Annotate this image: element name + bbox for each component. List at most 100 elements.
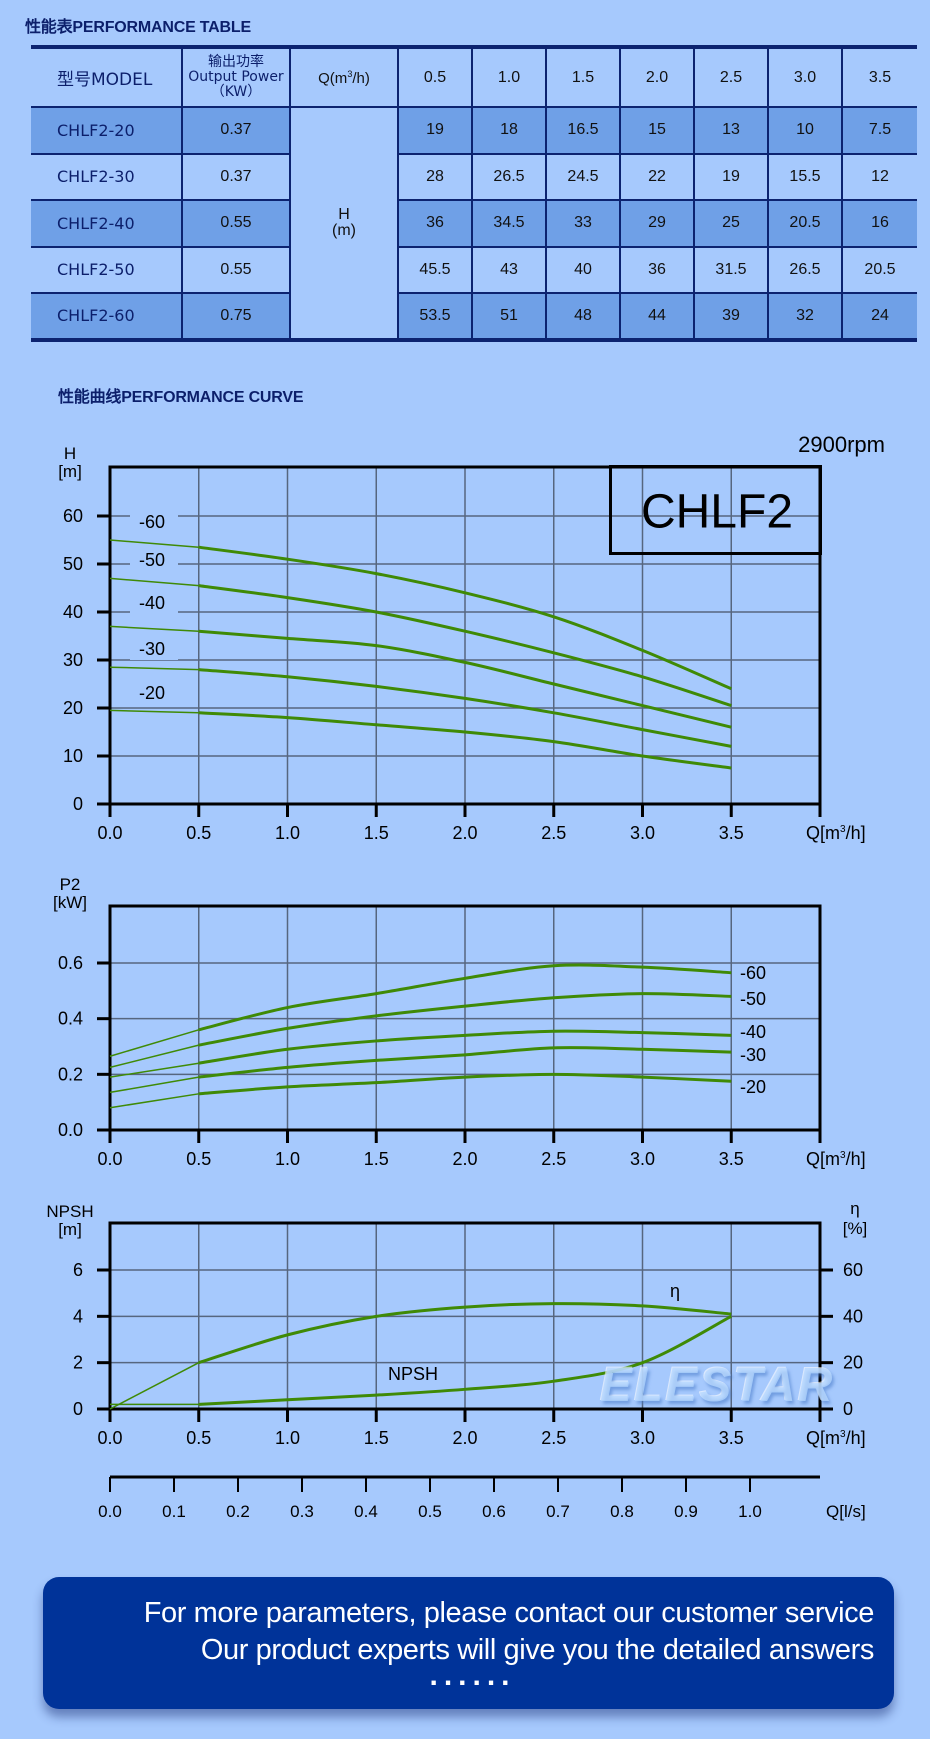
header-flow-value: 2.0: [619, 47, 695, 107]
head-label: H: [338, 205, 350, 223]
series-line--20: [109, 1093, 199, 1109]
head-value: 28: [397, 153, 473, 200]
ls-tick-label: 0.0: [98, 1502, 122, 1521]
header-power-en: Output Power: [188, 69, 284, 85]
ls-tick-label: 0.6: [482, 1502, 506, 1521]
series-label: -50: [740, 989, 766, 1009]
head-value: 51: [471, 293, 547, 340]
series-label: -50: [139, 550, 165, 570]
header-power-cn: 输出功率: [208, 54, 264, 70]
header-power-unit: （KW）: [210, 84, 262, 100]
series-line--50: [198, 584, 732, 708]
npsh-series-label: NPSH: [388, 1364, 438, 1384]
ls-axis-label: Q[l/s]: [826, 1502, 866, 1521]
head-value: 26.5: [471, 153, 547, 200]
header-output-power: 输出功率 Output Power （KW）: [181, 47, 291, 107]
ls-tick-label: 0.3: [290, 1502, 314, 1521]
y-axis-label: NPSH: [46, 1202, 93, 1221]
x-tick-label: 2.5: [541, 1428, 566, 1448]
y-tick-label: 60: [63, 506, 83, 526]
y-right-axis-unit: [%]: [843, 1219, 868, 1238]
y-tick-label: 0.6: [58, 953, 83, 973]
head-value: 44: [619, 293, 695, 340]
series-line--60: [198, 963, 732, 1032]
x-tick-label: 0.0: [97, 823, 122, 843]
head-value: 26.5: [767, 246, 843, 293]
model-cell: CHLF2-60: [31, 293, 183, 340]
head-value: 24: [841, 293, 917, 340]
x-axis-label: Q[m3/h]: [806, 1149, 866, 1169]
head-value: 15: [619, 107, 695, 154]
ls-tick-label: 0.7: [546, 1502, 570, 1521]
model-box: [609, 465, 822, 555]
head-value: 43: [471, 246, 547, 293]
series-label: -20: [740, 1077, 766, 1097]
head-value: 53.5: [397, 293, 473, 340]
y-tick-label: 10: [63, 746, 83, 766]
head-value: 40: [545, 246, 621, 293]
head-unit: (m): [332, 221, 356, 239]
y-tick-label: 0.0: [58, 1120, 83, 1140]
table-row: CHLF2-50 0.55 45.5 43 40 36 31.5 26.5 20…: [31, 246, 917, 293]
y-axis-unit: [m]: [58, 1220, 82, 1239]
ls-tick-label: 0.8: [610, 1502, 634, 1521]
series-label: -30: [139, 639, 165, 659]
npsh-efficiency-chart: 0 2 4 6 0.0 0.5 1.0 1.5 2.0 2.5 3.0 3.5 Q[m3/h] 0 20 40…: [46, 1199, 867, 1448]
header-flow-q: Q(m3/h): [289, 47, 399, 107]
banner-dots: ......: [429, 1659, 516, 1692]
model-cell: CHLF2-30: [31, 153, 183, 200]
series-label: -20: [139, 683, 165, 703]
x-tick-label: 3.5: [719, 1428, 744, 1448]
x-tick-label: 1.5: [364, 1428, 389, 1448]
performance-table-title: 性能表PERFORMANCE TABLE: [25, 19, 251, 36]
series-label: -60: [139, 512, 165, 532]
series-line--20: [109, 709, 199, 714]
model-cell: CHLF2-20: [31, 107, 183, 154]
series-line--30: [109, 1076, 199, 1094]
series-line-efficiency: [109, 1362, 200, 1410]
model-cell: CHLF2-50: [31, 246, 183, 293]
y-tick-label: 0: [73, 1399, 83, 1419]
x-axis-label: Q[m3/h]: [806, 823, 866, 843]
series-line--20: [198, 1072, 732, 1096]
head-value: 33: [545, 200, 621, 247]
x-tick-label: 1.5: [364, 1149, 389, 1169]
head-value: 12: [841, 153, 917, 200]
series-line--60: [109, 539, 199, 548]
series-line--20: [198, 711, 732, 770]
head-value: 15.5: [767, 153, 843, 200]
y-tick-label: 0.4: [58, 1009, 83, 1029]
x-tick-label: 3.0: [630, 823, 655, 843]
table-row: CHLF2-40 0.55 36 34.5 33 29 25 20.5 16: [31, 200, 917, 247]
y-right-tick-label: 60: [843, 1260, 863, 1280]
head-value: 13: [693, 107, 769, 154]
banner-line-2: Our product experts will give you the de…: [200, 1634, 875, 1666]
power-chart: 0.0 0.2 0.4 0.6 0.0 0.5 1.0 1.5 2.0 2.5 3.0 3.5 Q[m3…: [53, 875, 866, 1169]
x-tick-label: 0.5: [186, 1149, 211, 1169]
brand-watermark: ELESTAR: [600, 1359, 835, 1412]
power-cell: 0.37: [181, 107, 291, 154]
x-tick-label: 2.5: [541, 823, 566, 843]
head-value: 22: [619, 153, 695, 200]
power-cell: 0.55: [181, 200, 291, 247]
x-tick-label: 3.0: [630, 1428, 655, 1448]
x-tick-label: 0.5: [186, 823, 211, 843]
y-tick-label: 0: [73, 794, 83, 814]
efficiency-series-label: η: [670, 1281, 680, 1301]
ls-tick-label: 0.2: [226, 1502, 250, 1521]
x-tick-label: 3.5: [719, 1149, 744, 1169]
head-value: 18: [471, 107, 547, 154]
x-tick-label: 1.0: [275, 1428, 300, 1448]
x-tick-label: 0.5: [186, 1428, 211, 1448]
y-tick-label: 20: [63, 698, 83, 718]
banner-line-1: For more parameters, please contact our …: [143, 1597, 875, 1629]
series-line--50: [198, 992, 732, 1047]
table-header-row: 型号MODEL 输出功率 Output Power （KW） Q(m3/h) 0…: [31, 47, 917, 107]
series-line--50: [109, 1044, 199, 1069]
series-label: -40: [139, 593, 165, 613]
head-value: 19: [397, 107, 473, 154]
y-right-tick-label: 0: [843, 1399, 853, 1419]
y-tick-label: 40: [63, 602, 83, 622]
series-line--40: [109, 625, 199, 632]
